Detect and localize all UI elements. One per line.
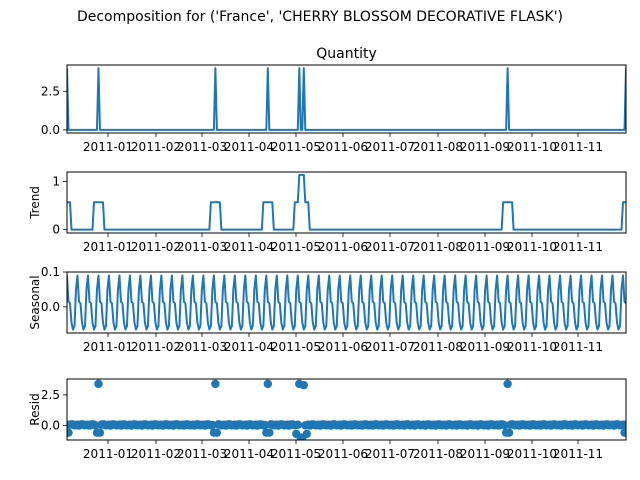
subplot-1: Quantity0.02.52011-012011-022011-032011-… (41, 46, 627, 154)
x-tick-label: 2011-04 (224, 140, 274, 154)
x-tick-label: 2011-08 (413, 240, 463, 254)
x-tick-label: 2011-11 (553, 140, 603, 154)
x-tick-label: 2011-10 (507, 447, 557, 461)
resid-point (211, 379, 220, 389)
x-tick-label: 2011-07 (365, 447, 415, 461)
resid-point (95, 428, 105, 437)
resid-point (263, 379, 273, 389)
axes-frame (66, 378, 627, 441)
axes-layer: Quantity0.02.52011-012011-022011-032011-… (28, 46, 627, 461)
x-tick-label: 2011-05 (271, 140, 321, 154)
resid-point (620, 428, 626, 437)
x-tick-label: 2011-01 (83, 340, 133, 354)
resid-points (67, 379, 626, 440)
x-tick-label: 2011-05 (271, 240, 321, 254)
resid-point (621, 420, 626, 429)
x-tick-label: 2011-09 (460, 447, 510, 461)
subplot-title: Quantity (316, 46, 377, 62)
x-tick-label: 2011-11 (553, 447, 603, 461)
x-tick-label: 2011-08 (413, 340, 463, 354)
x-tick-label: 2011-11 (553, 240, 603, 254)
axes-frame (66, 64, 627, 134)
y-tick-label: 1 (52, 175, 60, 189)
y-axis-label: Seasonal (28, 275, 42, 329)
series-line-2 (67, 173, 626, 231)
x-tick-label: 2011-06 (318, 240, 368, 254)
resid-point (503, 379, 512, 389)
x-tick-label: 2011-10 (507, 140, 557, 154)
series-line-3 (67, 274, 626, 331)
x-tick-label: 2011-09 (460, 240, 510, 254)
x-tick-label: 2011-02 (131, 240, 181, 254)
y-tick-label: 0 (52, 223, 60, 237)
x-tick-label: 2011-02 (131, 340, 181, 354)
x-tick-label: 2011-08 (413, 140, 463, 154)
x-tick-label: 2011-11 (553, 340, 603, 354)
x-tick-label: 2011-03 (177, 340, 227, 354)
subplot-4: Resid0.02.52011-012011-022011-032011-042… (28, 378, 627, 461)
resid-point (299, 380, 308, 390)
resid-point (94, 379, 103, 389)
x-tick-label: 2011-07 (365, 240, 415, 254)
x-tick-label: 2011-08 (413, 447, 463, 461)
y-tick-label: 0.1 (41, 265, 60, 279)
x-tick-label: 2011-01 (83, 140, 133, 154)
x-tick-label: 2011-02 (131, 140, 181, 154)
resid-point (293, 420, 302, 429)
x-tick-label: 2011-04 (224, 447, 274, 461)
subplot-3: Seasonal0.00.12011-012011-022011-032011-… (28, 265, 627, 354)
x-tick-label: 2011-03 (177, 447, 227, 461)
x-tick-label: 2011-10 (507, 340, 557, 354)
x-tick-label: 2011-05 (271, 340, 321, 354)
y-tick-label: 2.5 (41, 388, 60, 402)
x-tick-label: 2011-09 (460, 140, 510, 154)
resid-point (302, 429, 311, 439)
x-tick-label: 2011-03 (177, 240, 227, 254)
resid-point (67, 428, 73, 437)
x-tick-label: 2011-02 (131, 447, 181, 461)
figure-title: Decomposition for ('France', 'CHERRY BLO… (77, 9, 563, 25)
resid-point (504, 428, 514, 437)
x-tick-label: 2011-01 (83, 447, 133, 461)
y-axis-label: Trend (28, 186, 42, 220)
axes-frame (66, 271, 627, 334)
x-tick-label: 2011-05 (271, 447, 321, 461)
x-tick-label: 2011-04 (224, 240, 274, 254)
y-tick-label: 0.0 (41, 418, 60, 432)
subplot-2: Trend012011-012011-022011-032011-042011-… (28, 171, 627, 254)
x-tick-label: 2011-03 (177, 140, 227, 154)
y-tick-label: 0.0 (41, 123, 60, 137)
x-tick-label: 2011-07 (365, 140, 415, 154)
x-tick-label: 2011-06 (318, 340, 368, 354)
x-tick-label: 2011-10 (507, 240, 557, 254)
x-tick-label: 2011-06 (318, 140, 368, 154)
x-tick-label: 2011-07 (365, 340, 415, 354)
x-tick-label: 2011-09 (460, 340, 510, 354)
y-tick-label: 0.0 (41, 300, 60, 314)
resid-point (265, 428, 274, 437)
axes-frame (66, 171, 627, 234)
x-tick-label: 2011-06 (318, 447, 368, 461)
y-axis-label: Resid (28, 393, 42, 425)
x-tick-label: 2011-01 (83, 240, 133, 254)
series-line-1 (67, 67, 626, 131)
x-tick-label: 2011-04 (224, 340, 274, 354)
y-tick-label: 2.5 (41, 84, 60, 98)
resid-point (212, 428, 222, 437)
